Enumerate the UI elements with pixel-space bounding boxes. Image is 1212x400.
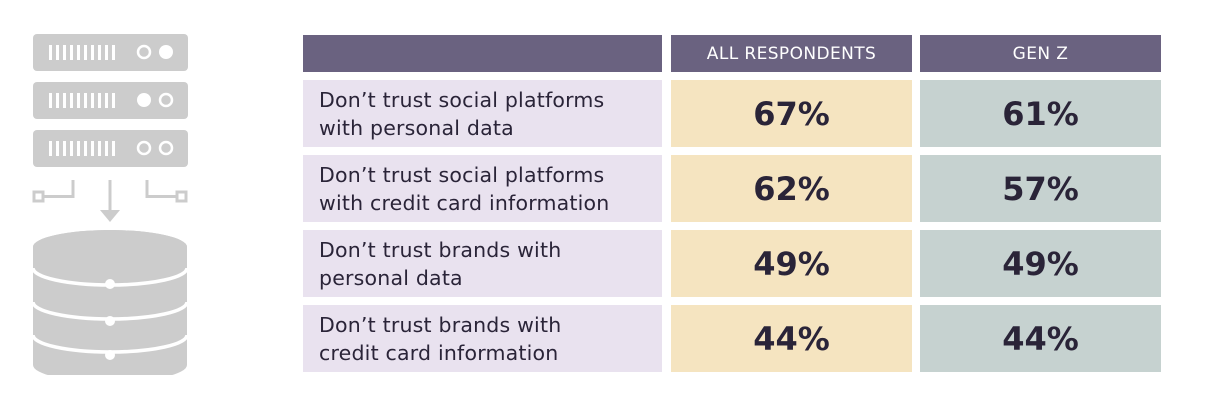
arrow-down-icon: [100, 180, 120, 222]
database-icon: [31, 230, 189, 375]
value-all-respondents: 62%: [671, 155, 912, 222]
row-label: Don’t trust brands with personal data: [303, 230, 662, 297]
value-gen-z: 49%: [920, 230, 1161, 297]
row-label: Don’t trust social platforms with credit …: [303, 155, 662, 222]
connector-lines: [32, 180, 188, 203]
header-blank-cell: [303, 35, 662, 72]
header-all-respondents: ALL RESPONDENTS: [671, 35, 912, 72]
row-label: Don’t trust social platforms with persona…: [303, 80, 662, 147]
server-rack-icon: [33, 34, 188, 167]
value-all-respondents: 44%: [671, 305, 912, 372]
row-label: Don’t trust brands with credit card infor…: [303, 305, 662, 372]
value-gen-z: 44%: [920, 305, 1161, 372]
header-gen-z: GEN Z: [920, 35, 1161, 72]
value-gen-z: 61%: [920, 80, 1161, 147]
value-all-respondents: 49%: [671, 230, 912, 297]
value-gen-z: 57%: [920, 155, 1161, 222]
server-database-illustration: [31, 34, 189, 375]
value-all-respondents: 67%: [671, 80, 912, 147]
